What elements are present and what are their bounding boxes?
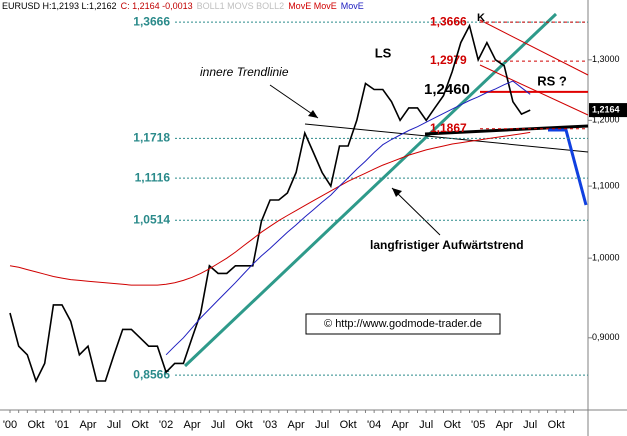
annotation: LS [375, 45, 392, 60]
x-tick-label: Okt [131, 419, 148, 431]
last-price-box [589, 103, 627, 118]
x-tick-label: '03 [263, 419, 277, 431]
x-tick-label: Jul [523, 419, 537, 431]
arrow [391, 187, 441, 236]
header-part: EURUSD H:1,2193 L:1,2162 [2, 1, 117, 11]
x-tick-label: Okt [548, 419, 565, 431]
y-tick-label: 1,3000 [592, 54, 620, 64]
header-part: MovE [341, 1, 364, 11]
level-label: 1,0514 [133, 212, 170, 226]
copyright-box [305, 313, 501, 335]
arrow-head [392, 188, 402, 197]
y-tick-label: 1,1000 [592, 180, 620, 190]
red-level-label: 1,3666 [430, 14, 467, 28]
x-tick-label: Apr [184, 419, 201, 431]
red-level-label: 1,1867 [430, 121, 467, 135]
x-tick-label: Apr [79, 419, 96, 431]
level-label: 1,1718 [133, 130, 170, 144]
x-tick-label: Okt [340, 419, 357, 431]
copyright: © http://www.godmode-trader.de [324, 318, 482, 330]
header: EURUSD H:1,2193 L:1,2162 C: 1,2164 -0,001… [2, 1, 364, 11]
channel-line [479, 64, 589, 116]
header-part: BOLL1 MOVS BOLL2 [197, 1, 285, 11]
x-tick-label: Jul [419, 419, 433, 431]
arrow-head [308, 110, 318, 118]
annotation: innere Trendlinie [200, 65, 289, 79]
annotation: K [477, 12, 485, 24]
x-tick-label: Apr [496, 419, 513, 431]
series-line [9, 131, 531, 286]
support-line [424, 124, 589, 136]
level-label: 0,8566 [133, 367, 170, 381]
channel-line [479, 19, 589, 76]
level-label: 1,3666 [133, 14, 170, 28]
x-tick-label: '05 [471, 419, 485, 431]
last-price-label: 1,2164 [592, 104, 620, 114]
level-label: 1,1116 [135, 170, 171, 184]
red-level-label: 1,2979 [430, 53, 467, 67]
x-tick-label: '02 [159, 419, 173, 431]
projection [548, 128, 588, 206]
header-part: MovE MovE [288, 1, 337, 11]
long-trendline [183, 12, 558, 368]
neckline-label: 1,2460 [424, 81, 470, 98]
x-tick-label: Okt [27, 419, 44, 431]
inner-trendline [304, 123, 589, 153]
arrow [269, 84, 319, 119]
x-tick-label: '01 [55, 419, 69, 431]
x-tick-label: Apr [392, 419, 409, 431]
x-tick-label: '00 [3, 419, 17, 431]
x-tick-label: '04 [367, 419, 381, 431]
x-tick-label: Jul [211, 419, 225, 431]
y-tick-label: 0,9000 [592, 332, 620, 342]
annotation: RS ? [537, 73, 567, 88]
x-tick-label: Apr [288, 419, 305, 431]
x-tick-label: Jul [107, 419, 121, 431]
x-tick-label: Jul [315, 419, 329, 431]
plot: 0,9000 1,0000 1,1000 1,2000 1,3000 '00 Okt '01 A… [3, 14, 627, 431]
header-part: C: 1,2164 -0,0013 [121, 1, 193, 11]
x-tick-label: Okt [444, 419, 461, 431]
y-tick-label: 1,0000 [592, 253, 620, 263]
annotation: langfristiger Aufwärtstrend [370, 238, 524, 252]
series-line [165, 80, 531, 356]
series-line [9, 23, 531, 384]
y-tick-label: 1,2000 [592, 115, 620, 125]
x-tick-label: Okt [236, 419, 253, 431]
